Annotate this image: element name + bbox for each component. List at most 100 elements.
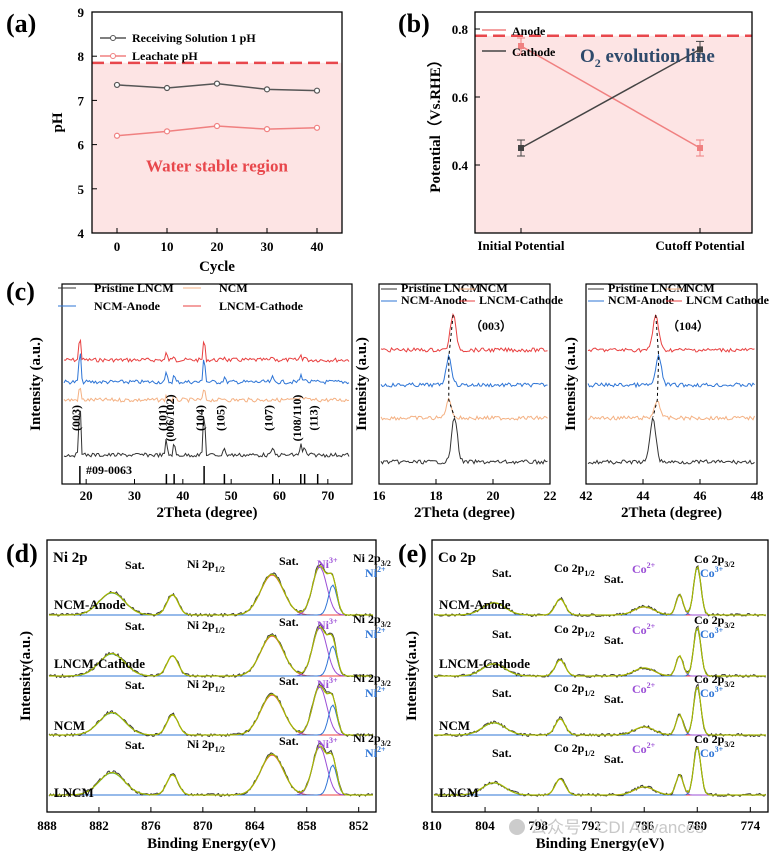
x-tick-label: 40 <box>311 239 324 254</box>
ni2-label: Ni2+ <box>365 745 386 760</box>
y-tick-label: 0.4 <box>452 158 469 173</box>
wechat-icon <box>509 819 525 835</box>
sample-label: LNCM <box>439 785 479 800</box>
co2p12-label: Co 2p1/2 <box>554 681 595 698</box>
x-tick-label: 810 <box>422 818 442 833</box>
fit-component <box>434 774 766 796</box>
x-tick-label: 792 <box>581 818 601 833</box>
peak-label: (107) <box>262 405 276 431</box>
data-point <box>518 43 524 49</box>
panel-label-e: (e) <box>398 539 427 568</box>
ni2p12-label: Ni 2p1/2 <box>187 557 225 574</box>
panel-e-co2p: 810 804 798 792 786 780 774 Binding Energy(eV) C… <box>398 539 769 852</box>
ni3-label: Ni3+ <box>317 736 338 751</box>
ni2p32-label: Ni 2p3/2 <box>353 612 391 629</box>
zoom-trace <box>587 400 755 422</box>
watermark-text: 公众号 · CDI Advances <box>530 818 704 837</box>
ni2p12-label: Ni 2p1/2 <box>187 737 225 754</box>
y-axis-label: Intensity (a.u.) <box>563 337 579 431</box>
panel-label-c: (c) <box>6 277 35 306</box>
peak-label: (108/110) <box>290 395 304 442</box>
xrd-trace <box>63 338 350 363</box>
panel-a: 4 5 6 7 8 9 0 10 20 30 40 Cycle pH (a) Receiving Solut… <box>6 5 343 275</box>
x-tick-label: 22 <box>544 488 557 503</box>
zoom-trace <box>380 397 548 421</box>
x-axis-label: Binding Energy(eV) <box>147 836 276 852</box>
y-tick-label: 0.8 <box>452 22 469 37</box>
x-tick-label: 20 <box>80 488 93 503</box>
fit-envelope <box>434 565 766 616</box>
ni3-label: Ni3+ <box>317 617 338 632</box>
sat-label: Sat. <box>125 619 145 633</box>
fit-envelope <box>49 685 373 736</box>
y-axis-label: Intensity(a.u.) <box>18 631 34 721</box>
co2p32-label: Co 2p3/2 <box>694 732 735 749</box>
sat-label: Sat. <box>604 633 624 647</box>
sample-label: LNCM-Cathode <box>54 656 145 671</box>
zoom-trace <box>587 313 755 354</box>
panel-label-d: (d) <box>6 539 38 568</box>
x-tick-label: 40 <box>176 488 189 503</box>
x-tick-label: 70 <box>321 488 334 503</box>
co3-label: Co3+ <box>700 626 724 641</box>
x-tick-label: 42 <box>580 488 593 503</box>
fit-component <box>49 714 373 736</box>
co2-label: Co2+ <box>632 622 656 637</box>
fit-envelope <box>49 626 373 677</box>
zoom-trace <box>587 416 755 465</box>
ni2p32-label: Ni 2p3/2 <box>353 731 391 748</box>
data-point <box>697 46 703 53</box>
peak-label: (101) <box>155 405 169 431</box>
y-axis-label: Intensity(a.u.) <box>404 631 420 721</box>
sample-label: NCM-Anode <box>54 597 126 612</box>
legend-label: Cathode <box>512 45 556 59</box>
data-point <box>163 84 171 92</box>
axes-frame <box>474 11 753 234</box>
legend-label: Pristine LNCM <box>401 281 481 295</box>
data-point <box>518 145 524 151</box>
x-tick-label: 852 <box>349 818 369 833</box>
data-point <box>213 122 221 130</box>
x-tick-label: 48 <box>751 488 765 503</box>
data-point <box>113 81 121 89</box>
peak-label: (006/102) <box>163 394 177 441</box>
fit-component <box>49 704 373 736</box>
legend-label: Pristine LNCM <box>608 281 688 295</box>
sat-label: Sat. <box>492 566 512 580</box>
co2p12-label: Co 2p1/2 <box>554 741 595 758</box>
data-point <box>697 145 703 151</box>
y-tick-label: 6 <box>78 138 85 153</box>
x-tick-label: 876 <box>141 818 161 833</box>
axes-frame <box>61 283 353 485</box>
legend-marker <box>110 35 116 41</box>
y-axis-label: Intensity (a.u.) <box>354 337 370 431</box>
fit-envelope <box>434 745 766 796</box>
x-tick-label: 20 <box>487 488 500 503</box>
watermark: 公众号 · CDI Advances <box>509 818 704 837</box>
xrd-trace <box>63 387 350 404</box>
axes-frame <box>378 283 551 485</box>
data-point <box>263 86 271 93</box>
y-axis-label: Intensity (a.u.) <box>28 337 44 431</box>
axes-frame <box>46 539 377 813</box>
legend-label: NCM <box>479 281 508 295</box>
zoom-trace <box>380 313 548 354</box>
x-axis-label: Cycle <box>199 259 235 275</box>
sat-label: Sat. <box>604 692 624 706</box>
x-tick-label: 0 <box>114 239 121 254</box>
x-tick-label: 20 <box>211 239 224 254</box>
panel-label-a: (a) <box>6 9 36 38</box>
panel-label-b: (b) <box>398 9 430 38</box>
peak-label: （104） <box>667 318 709 333</box>
legend-label: Anode <box>512 24 546 38</box>
x-tick-label: 888 <box>37 818 57 833</box>
reference-label: #09-0063 <box>86 463 132 477</box>
xrd-trace <box>63 353 350 385</box>
ni2-label: Ni2+ <box>365 565 386 580</box>
peak-label: (104) <box>193 405 207 431</box>
data-point <box>213 80 221 87</box>
sat-label: Sat. <box>125 678 145 692</box>
region-fill <box>475 35 752 233</box>
peak-label: (105) <box>213 405 227 431</box>
